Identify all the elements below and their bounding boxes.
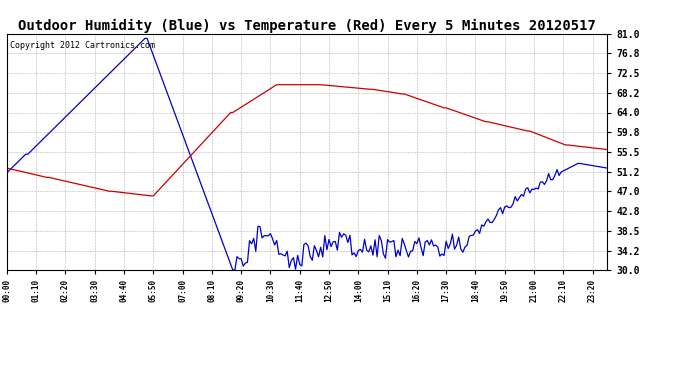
Text: Copyright 2012 Cartronics.com: Copyright 2012 Cartronics.com (10, 41, 155, 50)
Title: Outdoor Humidity (Blue) vs Temperature (Red) Every 5 Minutes 20120517: Outdoor Humidity (Blue) vs Temperature (… (18, 18, 596, 33)
